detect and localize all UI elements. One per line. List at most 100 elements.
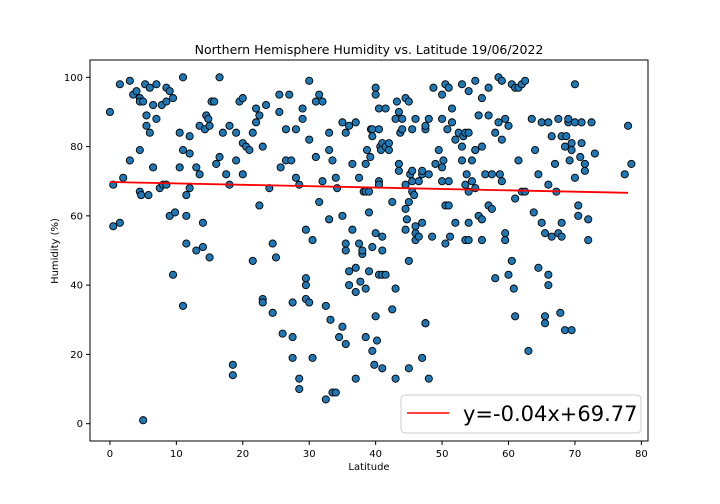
data-point	[348, 159, 357, 168]
data-point	[418, 353, 427, 362]
data-point	[521, 76, 530, 85]
data-point	[295, 374, 304, 383]
data-point	[424, 170, 433, 179]
data-point	[205, 253, 214, 262]
data-point	[544, 180, 553, 189]
data-point	[509, 284, 518, 293]
data-point	[331, 388, 340, 397]
data-point	[152, 80, 161, 89]
legend-box	[400, 394, 642, 434]
data-point	[368, 125, 377, 134]
data-point	[308, 236, 317, 245]
plot-frame	[89, 59, 649, 442]
y-tick-label: 40	[70, 281, 83, 292]
data-point	[368, 242, 377, 252]
data-point	[408, 177, 417, 186]
data-point	[394, 107, 403, 117]
data-point	[624, 121, 633, 130]
data-point	[504, 121, 513, 130]
data-point	[287, 156, 296, 165]
data-point	[333, 184, 342, 193]
data-point	[424, 114, 433, 123]
data-point	[295, 384, 304, 394]
data-point	[529, 208, 538, 217]
data-point	[574, 201, 583, 210]
data-point	[351, 374, 360, 383]
data-point	[438, 163, 447, 172]
data-point	[464, 87, 473, 96]
data-point	[178, 146, 188, 155]
x-tick-label: 0	[107, 449, 113, 460]
data-point	[447, 104, 457, 113]
data-point	[361, 284, 370, 293]
data-point	[457, 142, 467, 151]
x-axis-label: Latitude	[348, 462, 389, 473]
data-point	[471, 146, 480, 155]
data-point	[570, 80, 579, 89]
data-point	[514, 156, 523, 165]
data-point	[540, 229, 550, 238]
data-point	[149, 100, 158, 110]
data-point	[398, 114, 407, 123]
data-point	[145, 128, 154, 137]
data-point	[477, 94, 486, 103]
data-point	[238, 170, 247, 179]
data-point	[484, 111, 493, 120]
data-point	[527, 114, 536, 123]
data-point	[315, 90, 324, 99]
data-point	[288, 353, 297, 362]
data-point	[364, 187, 374, 196]
data-point	[145, 83, 154, 92]
data-point	[232, 156, 241, 165]
data-point	[501, 236, 510, 245]
data-point	[275, 107, 284, 117]
data-point	[391, 284, 400, 293]
data-point	[182, 239, 191, 248]
data-point	[144, 191, 153, 200]
data-point	[271, 253, 281, 262]
data-point	[484, 83, 493, 92]
data-point	[142, 111, 151, 120]
data-point	[301, 281, 310, 290]
data-point	[560, 142, 570, 151]
data-point	[421, 319, 430, 328]
data-point	[135, 146, 144, 155]
data-point	[268, 308, 277, 317]
data-point	[308, 353, 317, 362]
data-point	[175, 128, 184, 137]
data-point	[205, 121, 214, 130]
data-point	[620, 170, 629, 179]
data-point	[378, 364, 387, 373]
data-point	[418, 166, 427, 175]
data-point	[401, 225, 410, 234]
data-point	[487, 204, 496, 213]
data-point	[361, 333, 370, 342]
data-point	[318, 97, 327, 106]
data-point	[501, 229, 510, 238]
data-point	[398, 125, 407, 134]
y-tick-label: 100	[64, 73, 83, 84]
data-point	[341, 339, 350, 349]
data-point	[580, 159, 589, 168]
data-point	[457, 156, 467, 165]
data-point	[315, 197, 324, 207]
data-point	[384, 139, 393, 148]
legend-entry: y=-0.04x+69.77	[463, 402, 638, 426]
data-point	[125, 156, 134, 165]
x-tick-label: 50	[436, 449, 449, 460]
data-point	[457, 80, 467, 89]
data-point	[261, 100, 271, 110]
data-point	[185, 149, 194, 158]
data-point	[192, 246, 201, 255]
data-point	[248, 256, 257, 265]
data-point	[305, 298, 314, 307]
data-point	[497, 76, 506, 85]
data-point	[524, 346, 533, 355]
data-point	[445, 232, 455, 241]
data-point	[477, 142, 486, 151]
data-point	[252, 104, 261, 113]
data-point	[474, 111, 483, 120]
data-point	[318, 177, 327, 186]
data-point	[401, 180, 410, 189]
data-point	[471, 184, 480, 193]
